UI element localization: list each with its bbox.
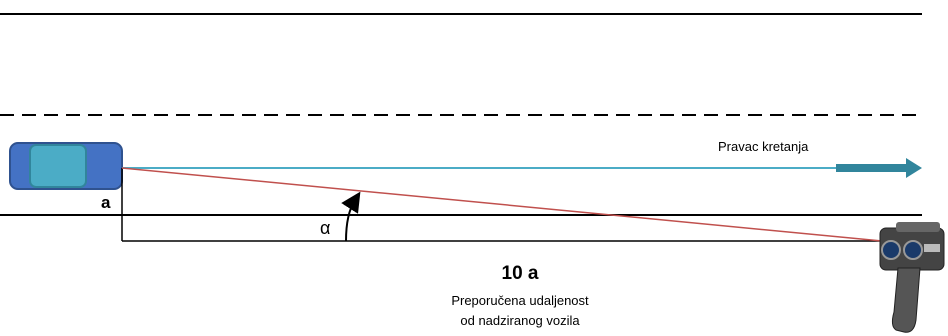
angle-label: α — [320, 218, 330, 238]
side-label: a — [101, 193, 111, 212]
sight-line — [122, 168, 882, 241]
angle-arrow — [346, 200, 355, 241]
radar-gun — [880, 222, 944, 332]
caption-line: od nadziranog vozila — [460, 313, 580, 328]
direction-label: Pravac kretanja — [718, 139, 809, 154]
distance-label: 10 a — [502, 263, 539, 284]
direction-arrow — [836, 158, 922, 178]
vehicle-cabin — [30, 145, 86, 187]
caption-line: Preporučena udaljenost — [451, 293, 589, 308]
diagram: Pravac kretanja a α 10 a Preporučena uda… — [0, 0, 948, 336]
